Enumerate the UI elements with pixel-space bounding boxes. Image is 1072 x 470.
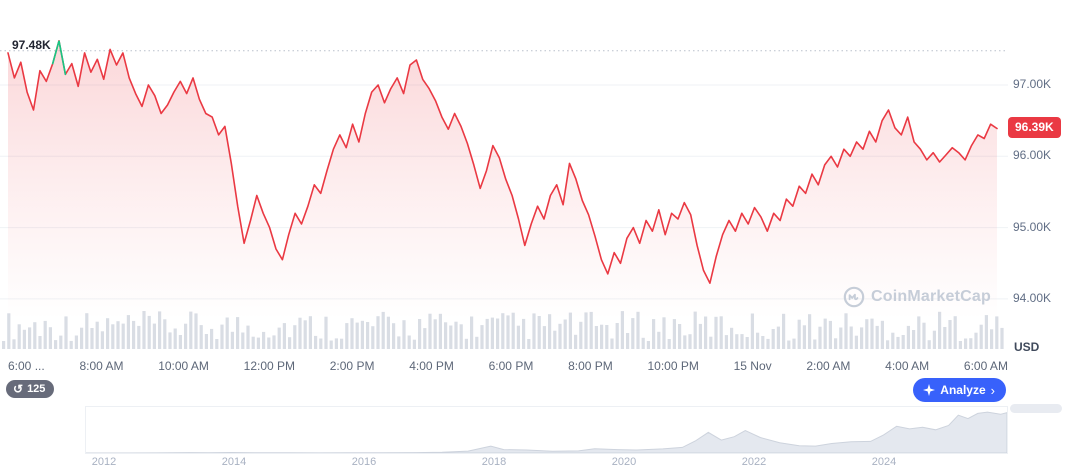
x-axis-label: 6:00 PM	[488, 359, 534, 373]
currency-label[interactable]: USD	[1014, 340, 1040, 354]
countdown-value: 125	[27, 383, 46, 395]
analyze-sparkle-icon	[923, 384, 936, 396]
price-chart-canvas[interactable]	[0, 0, 1072, 356]
x-axis-label: 10:00 PM	[647, 359, 699, 373]
x-axis-label: 6:00 ...	[8, 359, 45, 373]
chevron-right-icon: ›	[990, 382, 995, 398]
y-axis-label: 97.00K	[1013, 77, 1052, 91]
history-icon: ↺	[13, 382, 24, 396]
x-axis-label: 8:00 PM	[568, 359, 613, 373]
x-axis-label: 2:00 AM	[806, 359, 851, 373]
x-axis-label: 8:00 AM	[79, 359, 124, 373]
analyze-button[interactable]: Analyze ›	[913, 378, 1006, 402]
x-axis-label: 15 Nov	[733, 359, 772, 373]
y-axis-label: 95.00K	[1013, 220, 1052, 234]
y-axis-label: 94.00K	[1013, 291, 1052, 305]
year-axis-label: 2018	[481, 456, 507, 468]
watermark: CoinMarketCap	[843, 286, 991, 308]
range-selector-chart[interactable]	[0, 406, 1072, 458]
current-price-badge: 96.39K	[1008, 117, 1061, 138]
x-axis-label: 4:00 PM	[409, 359, 454, 373]
watermark-text: CoinMarketCap	[871, 288, 991, 305]
year-axis-label: 2016	[351, 456, 377, 468]
x-axis-label: 12:00 PM	[243, 359, 296, 373]
year-axis-label: 2012	[91, 456, 117, 468]
y-axis-label: 96.00K	[1013, 148, 1052, 162]
x-axis-label: 2:00 PM	[329, 359, 375, 373]
x-axis-label: 6:00 AM	[963, 359, 1008, 373]
year-axis-label: 2014	[221, 456, 247, 468]
analyze-label: Analyze	[940, 383, 986, 397]
scrollbar-handle[interactable]	[1010, 404, 1062, 413]
x-axis-label: 10:00 AM	[158, 359, 209, 373]
x-axis-label: 4:00 AM	[885, 359, 930, 373]
year-axis-label: 2022	[741, 456, 767, 468]
year-axis-label: 2024	[871, 456, 897, 468]
countdown-badge[interactable]: ↺ 125	[6, 380, 55, 398]
x-axis: 6:00 ... 8:00 AM 10:00 AM 12:00 PM 2:00 PM 4:…	[8, 359, 1008, 373]
high-price-label: 97.48K	[12, 38, 51, 52]
year-axis-label: 2020	[611, 456, 637, 468]
coinmarketcap-logo-icon	[843, 286, 865, 308]
